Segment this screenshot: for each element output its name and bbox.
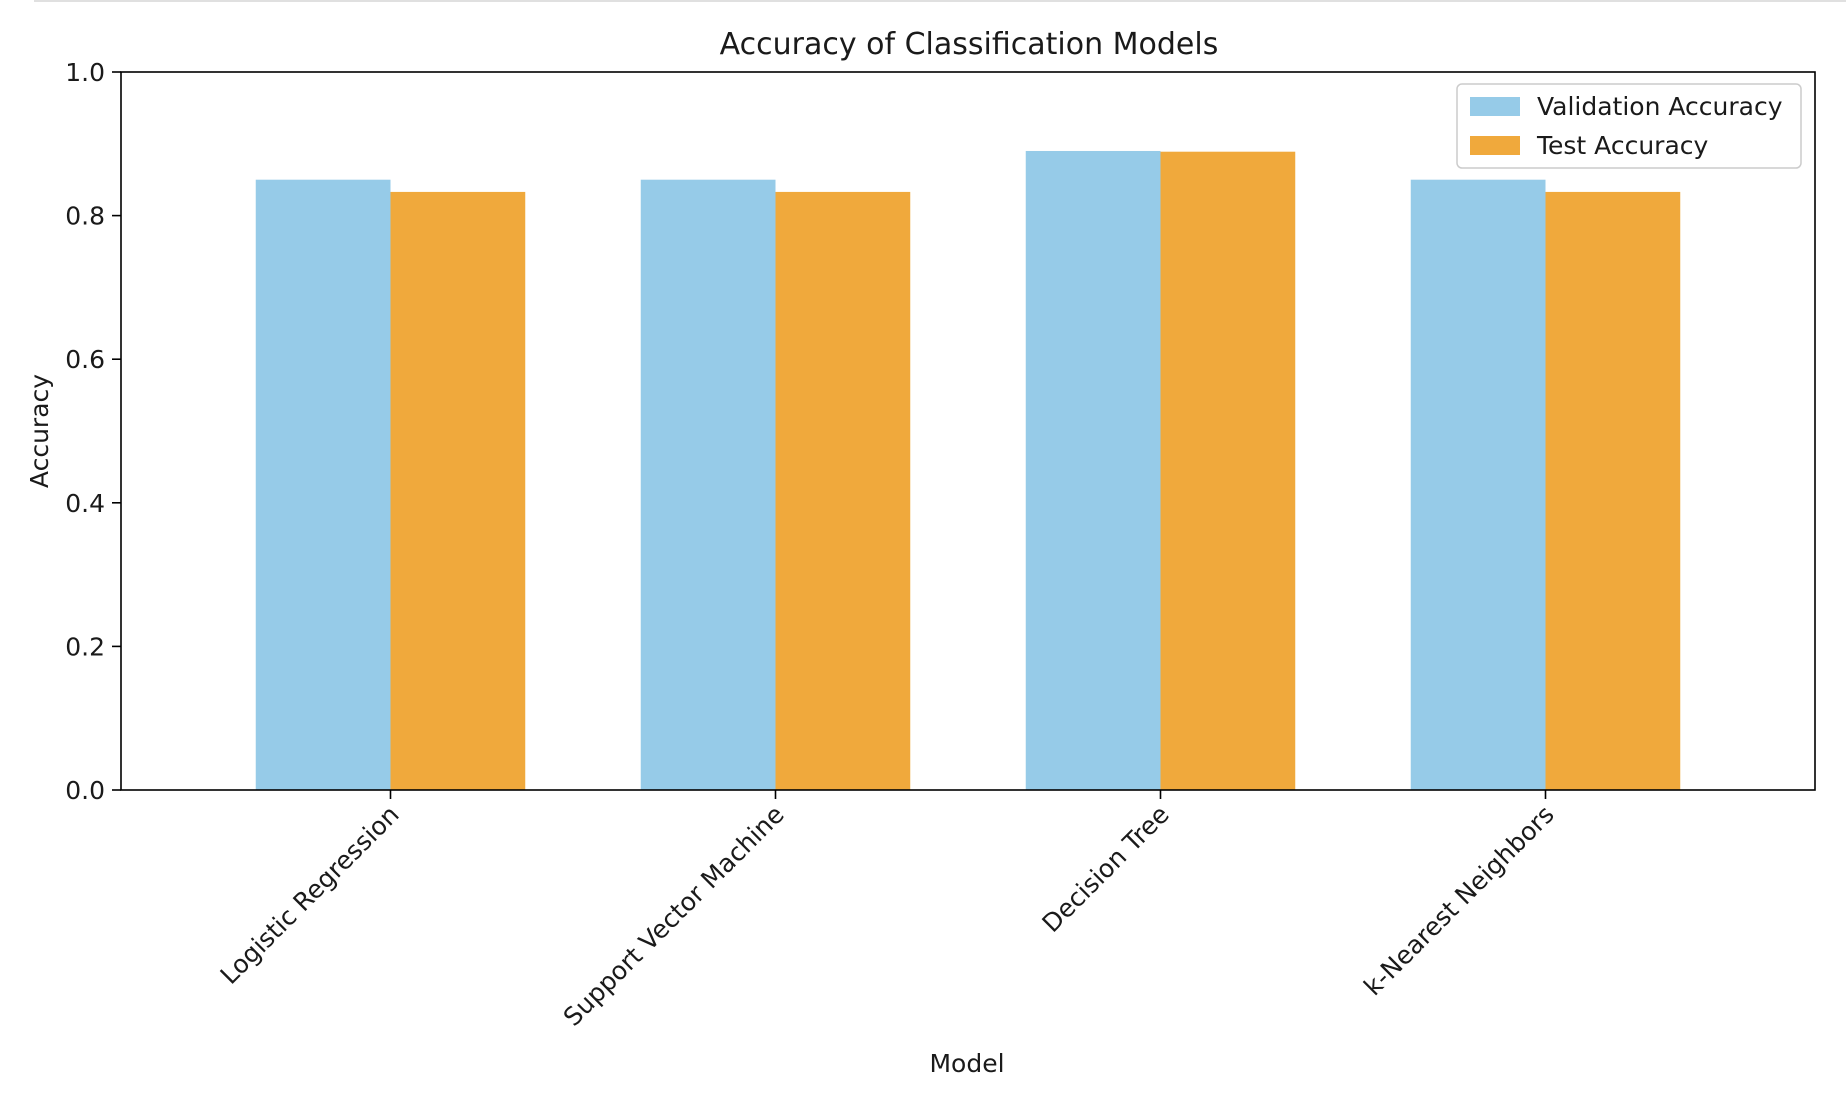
bar-validation-2 [1025, 150, 1161, 791]
x-tick-label-3: k-Nearest Neighbors [1358, 800, 1560, 1002]
y-axis: 0.0 0.2 0.4 0.6 0.8 1.0 [65, 58, 121, 805]
x-axis: Logistic Regression Support Vector Machin… [215, 790, 1560, 1032]
x-tick-label-1: Support Vector Machine [558, 800, 790, 1032]
y-tick-label-4: 0.8 [65, 202, 105, 231]
legend: Validation Accuracy Test Accuracy [1456, 83, 1802, 169]
x-tick-label-0: Logistic Regression [215, 800, 405, 990]
x-axis-label: Model [929, 1049, 1004, 1078]
bar-validation-1 [640, 179, 776, 790]
top-divider [34, 0, 1846, 2]
bar-test-0 [390, 191, 526, 790]
y-tick-label-1: 0.2 [65, 632, 105, 661]
y-tick-label-2: 0.4 [65, 489, 105, 518]
legend-frame [1456, 83, 1802, 169]
bar-validation-0 [255, 179, 391, 790]
legend-label-validation: Validation Accuracy [1537, 92, 1783, 121]
plot-frame [120, 71, 1816, 791]
y-tick-label-3: 0.6 [65, 345, 105, 374]
legend-swatch-validation [1470, 97, 1520, 116]
bar-validation-3 [1410, 179, 1546, 790]
bar-test-2 [1160, 151, 1296, 790]
bar-test-3 [1545, 191, 1681, 790]
y-axis-label: Accuracy [25, 374, 54, 488]
bar-test-1 [775, 191, 911, 790]
bars-layer [255, 150, 1681, 791]
legend-swatch-test [1470, 136, 1520, 155]
x-tick-label-2: Decision Tree [1037, 800, 1175, 938]
y-tick-label-5: 1.0 [65, 58, 105, 87]
legend-label-test: Test Accuracy [1536, 131, 1709, 160]
y-tick-label-0: 0.0 [65, 776, 105, 805]
chart-title: Accuracy of Classification Models [720, 27, 1219, 62]
